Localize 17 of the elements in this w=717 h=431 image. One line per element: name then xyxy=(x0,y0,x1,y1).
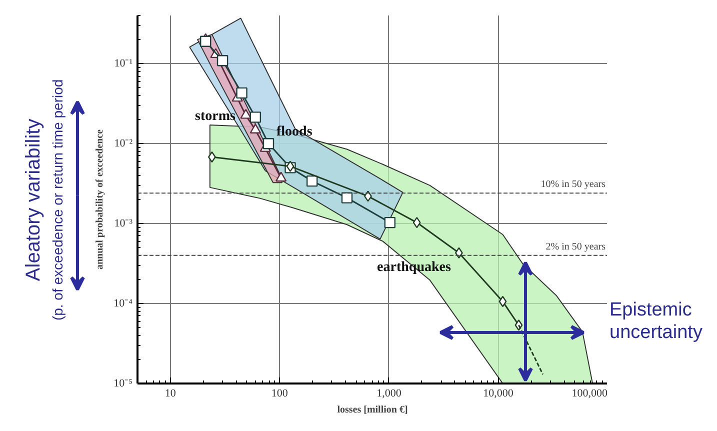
ref-line-label: 10% in 50 years xyxy=(540,179,606,190)
y-tick-label: 10⁻⁵ xyxy=(114,378,133,390)
text: Aleatory variability xyxy=(22,118,44,282)
text: Epistemic uncertainty xyxy=(610,300,703,343)
x-tick-label: 10,000 xyxy=(483,388,514,400)
text: (p. of exceedence or return time period xyxy=(50,79,66,321)
x-tick-label: 100 xyxy=(271,388,288,400)
y-tick-label: 10⁻³ xyxy=(114,218,134,230)
y-axis-title: annual probability of exceedence xyxy=(94,128,106,270)
x-tick-label: 10 xyxy=(164,388,176,400)
x-tick-label: 100,000 xyxy=(572,388,608,400)
y-tick-label: 10⁻⁴ xyxy=(114,298,133,310)
x-axis-title: losses [million €] xyxy=(337,404,408,416)
x-tick-label: 1,000 xyxy=(376,388,402,400)
ref-line-label: 2% in 50 years xyxy=(546,241,606,252)
y-tick-label: 10⁻¹ xyxy=(114,58,133,70)
y-tick-label: 10⁻² xyxy=(114,138,134,150)
